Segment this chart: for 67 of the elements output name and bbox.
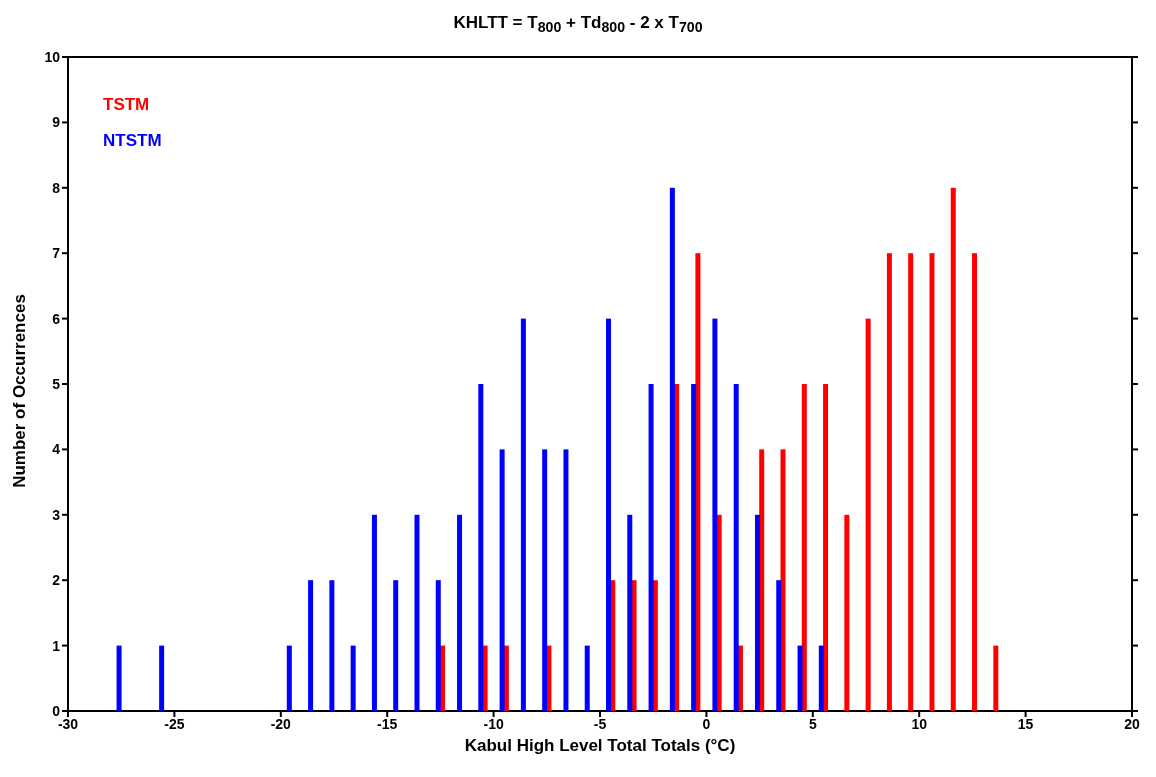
bar: [435, 580, 441, 711]
y-tick-label: 10: [44, 48, 61, 65]
x-tick-label: -10: [483, 715, 504, 732]
bar: [371, 514, 377, 711]
bar: [950, 187, 956, 711]
bar: [627, 514, 633, 711]
bar: [823, 384, 829, 711]
y-tick-label: 6: [52, 310, 61, 327]
bar: [993, 645, 999, 711]
bar: [520, 318, 526, 711]
x-tick-label: -20: [270, 715, 292, 732]
text: TSTM: [103, 94, 151, 116]
bar: [286, 645, 292, 711]
y-tick-label: 8: [52, 179, 61, 196]
bar: [393, 580, 399, 711]
bar: [584, 645, 590, 711]
bar: [886, 253, 892, 711]
bar: [499, 449, 505, 711]
x-tick-label: 20: [1124, 715, 1140, 732]
bar: [648, 384, 654, 711]
bar: [329, 580, 335, 711]
bar: [865, 318, 871, 711]
bar: [801, 384, 807, 711]
bar: [457, 514, 463, 711]
y-tick-label: 9: [52, 114, 61, 131]
x-tick-label: -5: [593, 715, 607, 732]
bar: [669, 187, 675, 711]
chart-title: KHLTT = T$_{800}$ + Td$_{800}$ - 2 x T$_{700}$: [452, 12, 704, 38]
bar: [797, 645, 803, 711]
x-tick-label: 0: [702, 715, 711, 732]
text: NTSTM: [103, 130, 162, 152]
bar: [776, 580, 782, 711]
bar: [818, 645, 824, 711]
y-tick-label: 1: [52, 637, 61, 654]
bar: [733, 384, 739, 711]
y-axis-title: Number of Occurrences: [10, 294, 30, 488]
bar: [631, 580, 637, 711]
y-tick-label: 5: [52, 375, 61, 392]
bar: [716, 514, 722, 711]
x-tick-label: 5: [808, 715, 817, 732]
bar: [929, 253, 935, 711]
bar: [606, 318, 612, 711]
y-tick-label: 3: [52, 506, 61, 523]
bar: [159, 645, 165, 711]
bar: [482, 645, 488, 711]
bar: [691, 384, 697, 711]
bar: [972, 253, 978, 711]
bar: [308, 580, 314, 711]
bar: [712, 318, 718, 711]
bar: [478, 384, 484, 711]
bar: [542, 449, 548, 711]
y-tick-label: 7: [52, 245, 61, 262]
bar: [116, 645, 122, 711]
y-tick-label: 2: [52, 572, 61, 589]
x-tick-label: 15: [1017, 715, 1034, 732]
x-tick-label: -25: [164, 715, 185, 732]
bar: [754, 514, 760, 711]
bar: [414, 514, 420, 711]
bar: [844, 514, 850, 711]
bar: [780, 449, 786, 711]
x-tick-label: -15: [377, 715, 398, 732]
y-tick-label: 4: [52, 441, 61, 458]
x-tick-label: 10: [911, 715, 928, 732]
x-axis-title: Kabul High Level Total Totals (°C): [463, 736, 737, 756]
bar: [908, 253, 914, 711]
bar: [563, 449, 569, 711]
bar: [350, 645, 356, 711]
